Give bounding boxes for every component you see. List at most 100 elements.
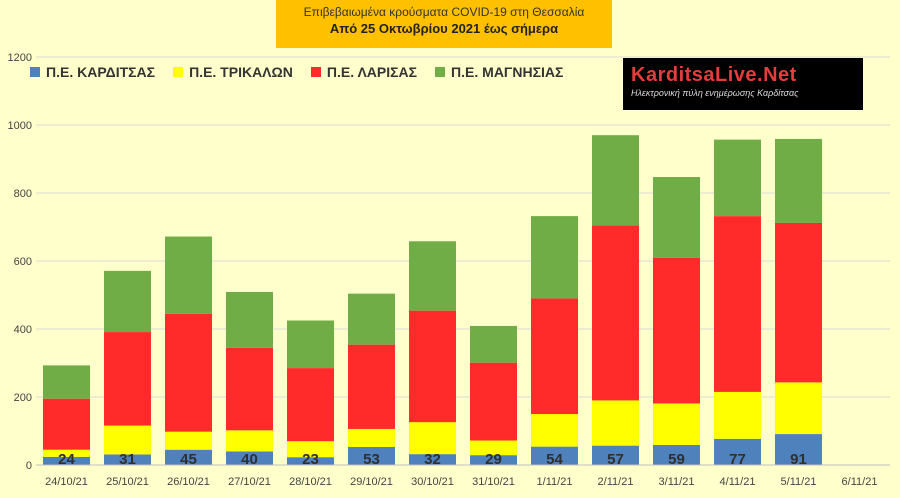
chart-legend: Π.Ε. ΚΑΡΔΙΤΣΑΣ Π.Ε. ΤΡΙΚΑΛΩΝ Π.Ε. ΛΑΡΙΣΑΣ Π… — [30, 64, 581, 80]
bar-segment — [165, 236, 212, 314]
chart-subtitle: Από 25 Οκτωβρίου 2021 έως σήμερα — [329, 21, 559, 36]
bar-segment — [470, 440, 517, 456]
data-label: 23 — [302, 451, 319, 468]
bar-segment — [43, 398, 90, 450]
bar-segment — [287, 320, 334, 369]
bar-segment — [775, 222, 822, 383]
bar-segment — [775, 138, 822, 223]
legend-label: Π.Ε. ΛΑΡΙΣΑΣ — [326, 64, 418, 80]
bar-segment — [531, 414, 578, 447]
x-tick-label: 1/11/21 — [537, 476, 573, 488]
x-tick-label: 31/10/21 — [472, 476, 515, 488]
y-tick-label: 1200 — [8, 52, 32, 64]
data-label: 45 — [180, 451, 197, 468]
bar-segment — [348, 446, 395, 465]
bar-segment — [592, 225, 639, 401]
data-label: 29 — [485, 451, 502, 468]
legend-label: Π.Ε. ΜΑΓΝΗΣΙΑΣ — [451, 64, 564, 80]
legend-swatch — [173, 67, 184, 77]
y-tick-label: 200 — [14, 392, 32, 404]
bar-segment — [226, 347, 273, 431]
chart-title: Επιβεβαιωμένα κρούσματα COVID-19 στη Θεσ… — [303, 5, 585, 19]
legend-item: Π.Ε. ΤΡΙΚΑΛΩΝ — [173, 64, 293, 80]
y-tick-label: 600 — [14, 256, 32, 268]
bar-segment — [470, 325, 517, 363]
x-tick-label: 2/11/21 — [598, 476, 634, 488]
bar-segment — [592, 400, 639, 446]
data-label: 91 — [790, 451, 807, 468]
legend-item: Π.Ε. ΛΑΡΙΣΑΣ — [310, 64, 418, 80]
bar-segment — [409, 310, 456, 423]
x-tick-label: 24/10/21 — [45, 476, 88, 488]
bar-segment — [348, 293, 395, 345]
data-label: 24 — [58, 451, 75, 468]
bar-segment — [653, 257, 700, 404]
data-label: 59 — [668, 451, 685, 468]
x-tick-label: 6/11/21 — [842, 476, 878, 488]
bar-segment — [531, 446, 578, 465]
bar-segment — [287, 441, 334, 458]
data-label: 57 — [607, 451, 624, 468]
data-label: 53 — [363, 451, 380, 468]
x-tick-label: 4/11/21 — [720, 476, 756, 488]
y-tick-label: 1000 — [8, 120, 32, 132]
bar-segment — [714, 216, 761, 392]
bar-segment — [165, 449, 212, 465]
legend-swatch — [310, 67, 321, 77]
bar-segment — [714, 391, 761, 439]
bar-segment — [531, 216, 578, 299]
x-tick-label: 3/11/21 — [659, 476, 695, 488]
bar-segment — [409, 422, 456, 455]
bar-segment — [592, 445, 639, 465]
bar-segment — [775, 434, 822, 465]
bar-segment — [531, 298, 578, 414]
bar-segment — [714, 438, 761, 465]
legend-item: Π.Ε. ΜΑΓΝΗΣΙΑΣ — [435, 64, 563, 80]
bar-segment — [592, 135, 639, 226]
bar-segment — [653, 177, 700, 258]
data-label: 40 — [241, 451, 258, 468]
legend-swatch — [30, 67, 40, 77]
bar-segment — [287, 457, 334, 465]
data-label: 31 — [119, 451, 136, 468]
bar-segment — [470, 362, 517, 441]
logo-tagline: Ηλεκτρονική πύλη ενημέρωσης Καρδίτσας — [631, 88, 799, 98]
x-tick-label: 25/10/21 — [106, 476, 149, 488]
data-label: 54 — [546, 451, 563, 468]
legend-swatch — [435, 67, 446, 77]
bar-segment — [43, 365, 90, 399]
x-tick-label: 5/11/21 — [781, 476, 817, 488]
logo-brand: KarditsaLive.Net — [631, 64, 797, 86]
bar-segment — [104, 425, 151, 455]
legend-label: Π.Ε. ΚΑΡΔΙΤΣΑΣ — [46, 64, 156, 80]
x-tick-label: 28/10/21 — [289, 476, 332, 488]
bar-segment — [714, 139, 761, 217]
bar-segment — [226, 291, 273, 348]
bar-segment — [348, 344, 395, 429]
bar-segment — [653, 444, 700, 465]
bar-segment — [43, 456, 90, 465]
x-tick-label: 27/10/21 — [228, 476, 271, 488]
bar-segment — [226, 451, 273, 465]
bar-segment — [104, 332, 151, 426]
bar-segment — [775, 382, 822, 435]
chart-title-box: Επιβεβαιωμένα κρούσματα COVID-19 στη Θεσ… — [276, 0, 612, 48]
bar-segment — [43, 449, 90, 457]
bar-segment — [409, 241, 456, 311]
bar-segment — [226, 430, 273, 452]
legend-item: Π.Ε. ΚΑΡΔΙΤΣΑΣ — [30, 64, 155, 80]
bar-segment — [287, 368, 334, 442]
bar-segment — [104, 270, 151, 333]
data-label: 77 — [729, 451, 746, 468]
x-tick-label: 26/10/21 — [167, 476, 210, 488]
legend-label: Π.Ε. ΤΡΙΚΑΛΩΝ — [189, 64, 293, 80]
bar-segment — [165, 431, 212, 450]
bar-segment — [470, 455, 517, 465]
bar-segment — [409, 454, 456, 465]
bar-segment — [348, 428, 395, 447]
bar-segment — [165, 313, 212, 432]
x-tick-label: 29/10/21 — [350, 476, 393, 488]
x-tick-label: 30/10/21 — [411, 476, 454, 488]
y-tick-label: 400 — [14, 324, 32, 336]
